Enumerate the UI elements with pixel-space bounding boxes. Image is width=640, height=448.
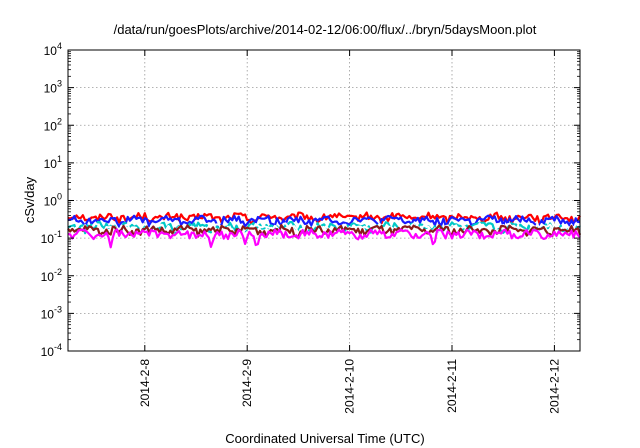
y-tick-label: 102 (44, 116, 62, 133)
y-axis-label: cSv/day (22, 176, 37, 223)
y-tick-label: 101 (44, 154, 62, 171)
y-tick-label: 104 (44, 41, 62, 58)
x-tick-label: 2014-2-11 (445, 359, 459, 413)
x-tick-label: 2014-2-12 (547, 359, 561, 414)
y-tick-label: 103 (44, 79, 62, 96)
series-line (67, 214, 581, 228)
series-group (67, 211, 582, 249)
x-tick-label: 2014-2-8 (138, 359, 152, 407)
x-axis-label: Coordinated Universal Time (UTC) (225, 431, 424, 446)
series-line (67, 211, 581, 225)
y-tick-label: 10-4 (41, 342, 62, 359)
x-tick-label: 2014-2-9 (240, 359, 254, 407)
plot-frame (67, 49, 581, 352)
y-tick-label: 10-2 (41, 267, 62, 284)
y-tick-label: 10-1 (41, 229, 62, 246)
y-tick-label: 100 (44, 192, 62, 209)
grid (68, 50, 580, 351)
y-tick-label: 10-3 (41, 304, 62, 321)
x-tick-label: 2014-2-10 (343, 359, 357, 414)
series-line (67, 228, 581, 249)
chart-title: /data/run/goesPlots/archive/2014-02-12/0… (114, 22, 537, 37)
axes: 104 103 102 101 100 10-1 10-2 10-3 10-4 2014-2-8 2… (41, 41, 581, 414)
